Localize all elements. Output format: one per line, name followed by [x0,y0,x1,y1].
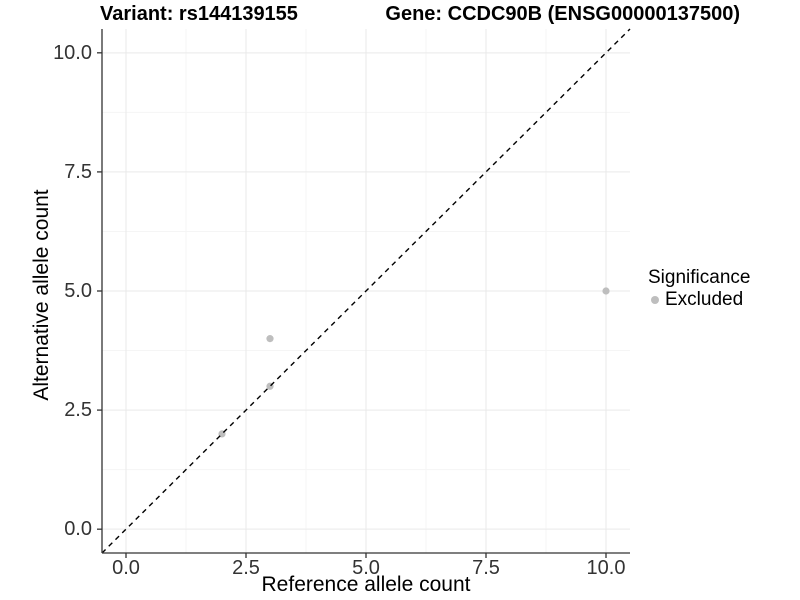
data-point [266,335,274,343]
legend-entry-label: Excluded [665,289,744,310]
plot-title-gene: Gene: CCDC90B (ENSG00000137500) [385,3,740,25]
y-axis-title: Alternative allele count [30,189,53,401]
excluded-point-icon [651,296,659,304]
legend: Significance Excluded [648,267,750,310]
x-axis-title: Reference allele count [261,573,471,596]
data-point [602,287,610,295]
legend-entry-excluded: Excluded [648,290,750,310]
identity-reference-line [101,28,631,554]
plot-title-variant: Variant: rs144139155 [100,3,298,25]
legend-title: Significance [648,267,751,288]
